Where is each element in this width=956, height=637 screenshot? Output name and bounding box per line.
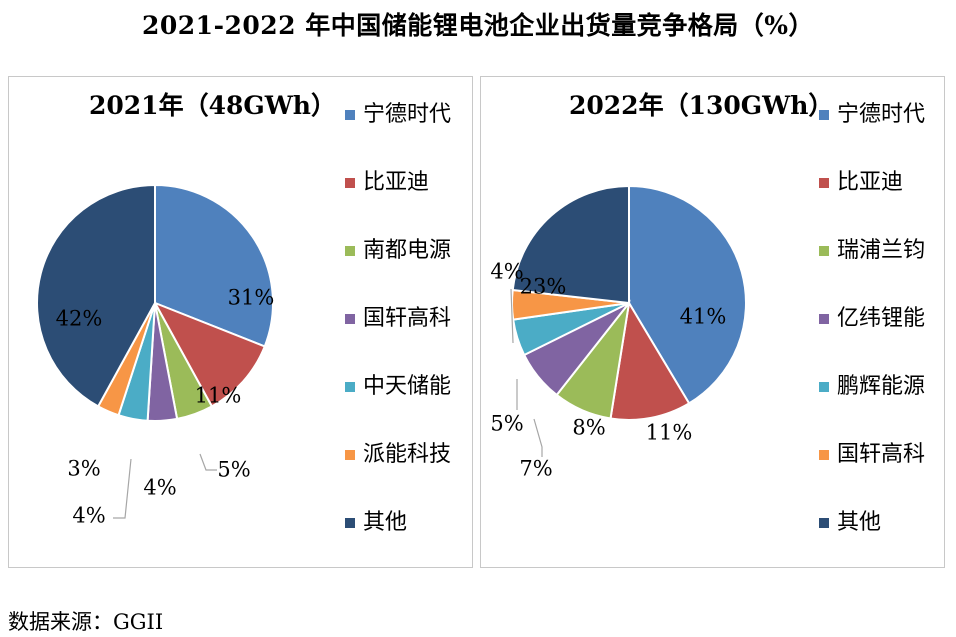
- data-label-2021-1: 11%: [195, 384, 242, 408]
- data-label-2022-1: 11%: [646, 421, 693, 445]
- legend-label-2022-5: 国轩高科: [837, 442, 925, 467]
- legend-label-2021-2: 南都电源: [363, 238, 451, 263]
- legend-swatch-2022-3: [819, 314, 829, 324]
- data-label-2022-5: 4%: [490, 260, 523, 284]
- pie-chart-2022: 2022年（130GWh） 41% 11% 8% 7% 5% 4% 23% 宁德时代比亚迪瑞浦兰…: [480, 76, 945, 568]
- legend-label-2022-2: 瑞浦兰钧: [837, 238, 925, 263]
- legend-label-2021-1: 比亚迪: [363, 170, 429, 195]
- chart-title-2021: 2021年（48GWh）: [89, 91, 336, 120]
- legend-swatch-2021-5: [345, 450, 355, 460]
- legend-label-2021-5: 派能科技: [363, 442, 451, 467]
- data-label-2022-3: 7%: [519, 457, 552, 481]
- legend-swatch-2022-4: [819, 382, 829, 392]
- pie-slice-2021-0: [154, 183, 274, 348]
- data-label-2021-3: 4%: [143, 476, 176, 500]
- data-label-2021-5: 3%: [67, 457, 100, 481]
- legend-swatch-2022-5: [819, 450, 829, 460]
- data-label-2021-6: 42%: [56, 307, 103, 331]
- legend-swatch-2022-2: [819, 246, 829, 256]
- legend-label-2021-0: 宁德时代: [363, 102, 451, 127]
- legend-label-2022-1: 比亚迪: [837, 170, 903, 195]
- legend-swatch-2021-0: [345, 110, 355, 120]
- pie-chart-2022-canvas: 2022年（130GWh） 41% 11% 8% 7% 5% 4%23% 宁德时代比亚迪瑞浦兰…: [490, 91, 925, 535]
- legend-swatch-2021-4: [345, 382, 355, 392]
- data-label-2022-4: 5%: [490, 412, 523, 436]
- leader-line-2022-3: [533, 418, 543, 457]
- legend-label-2021-6: 其他: [363, 510, 407, 535]
- legend-swatch-2021-1: [345, 178, 355, 188]
- legend-label-2021-4: 中天储能: [363, 374, 451, 399]
- legend-swatch-2022-1: [819, 178, 829, 188]
- legend-swatch-2021-2: [345, 246, 355, 256]
- leader-line-2022-5: [510, 288, 514, 344]
- legend-label-2021-3: 国轩高科: [363, 306, 451, 331]
- data-label-2022-2: 8%: [572, 416, 605, 440]
- data-label-2022-0: 41%: [680, 305, 727, 329]
- page-title: 2021-2022 年中国储能锂电池企业出货量竞争格局（%）: [142, 11, 814, 40]
- pie-slice-2022-1: [609, 300, 691, 421]
- legend-swatch-2021-6: [345, 518, 355, 528]
- legend-label-2022-4: 鹏辉能源: [837, 374, 925, 399]
- data-label-2021-0: 31%: [228, 286, 275, 310]
- pie-slice-2021-6: [36, 183, 156, 408]
- data-label-2021-4: 4%: [72, 504, 105, 528]
- legend-label-2022-6: 其他: [837, 510, 881, 535]
- pie-chart-2021-canvas: 2021年（48GWh） 31% 11% 5% 4% 4% 3% 42% 宁德时代比亚迪南都电源…: [36, 91, 451, 535]
- leader-line-2021-2: [199, 453, 217, 471]
- legend-swatch-2022-6: [819, 518, 829, 528]
- leader-line-2021-4: [113, 458, 132, 519]
- legend-label-2022-0: 宁德时代: [837, 102, 925, 127]
- pie-slice-2022-6: [511, 184, 630, 305]
- data-label-2022-6: 23%: [520, 275, 567, 299]
- chart-title-2022: 2022年（130GWh）: [569, 91, 833, 120]
- pie-chart-2021: 2021年（48GWh） 31% 11% 5% 4% 4% 3% 42% 宁德时代比亚迪南都电源…: [8, 76, 473, 568]
- data-label-2021-2: 5%: [217, 458, 250, 482]
- pie-slice-2022-0: [628, 184, 747, 405]
- legend-swatch-2021-3: [345, 314, 355, 324]
- legend-swatch-2022-0: [819, 110, 829, 120]
- source-note: 数据来源：GGII: [8, 610, 164, 634]
- pie-slice-2021-1: [152, 301, 267, 408]
- legend-label-2022-3: 亿纬锂能: [837, 306, 925, 331]
